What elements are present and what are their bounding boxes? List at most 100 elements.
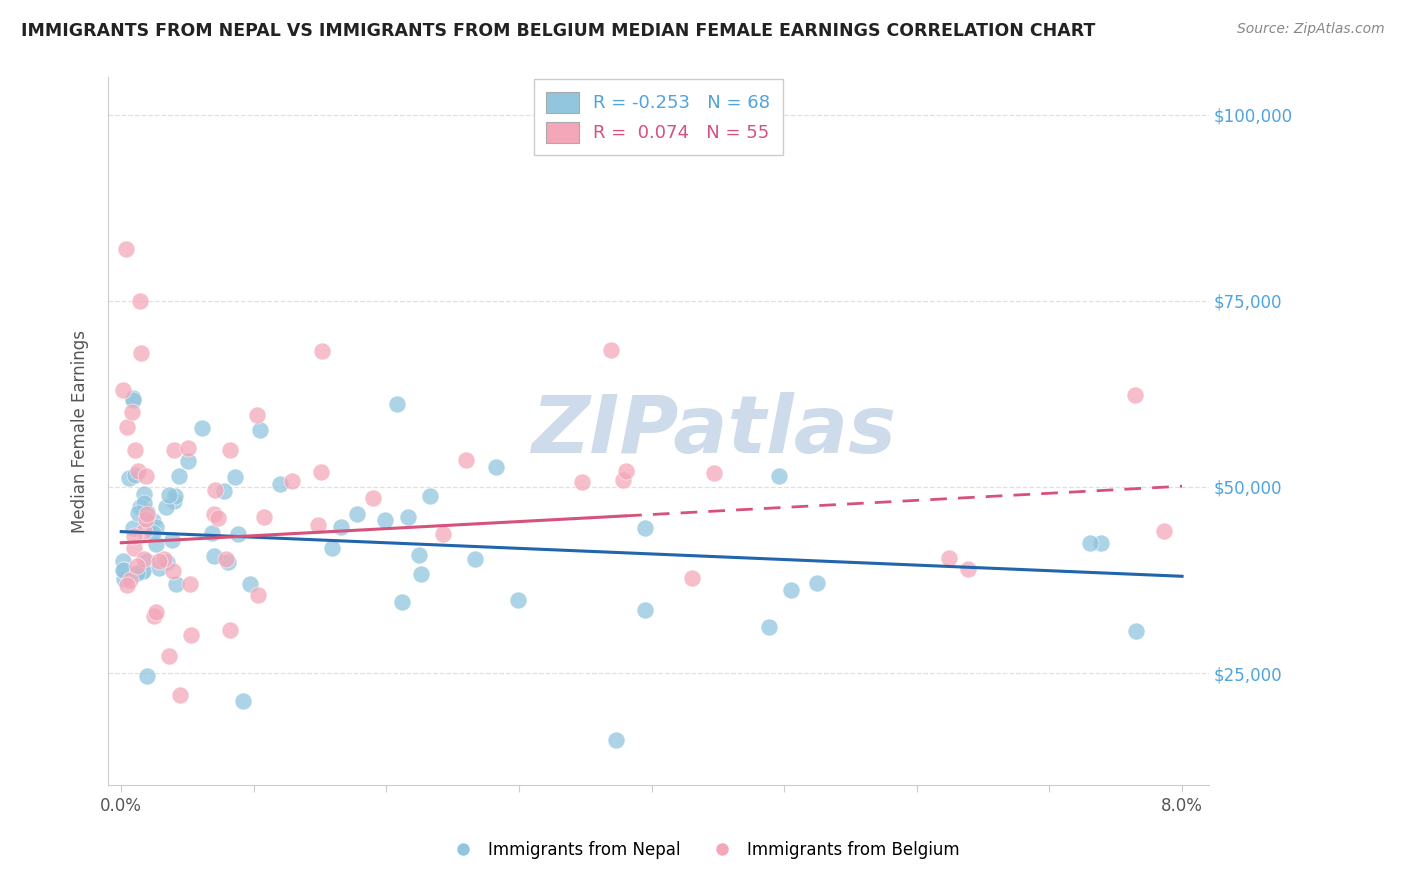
Point — [703, 466, 725, 480]
Point — [148, 560, 170, 574]
Point — [136, 554, 159, 568]
Point — [163, 489, 186, 503]
Point — [111, 383, 134, 397]
Point — [124, 442, 146, 457]
Point — [212, 483, 235, 498]
Point — [217, 555, 239, 569]
Point — [132, 564, 155, 578]
Point — [249, 423, 271, 437]
Point — [346, 507, 368, 521]
Point — [143, 608, 166, 623]
Point — [145, 537, 167, 551]
Legend: R = -0.253   N = 68, R =  0.074   N = 55: R = -0.253 N = 68, R = 0.074 N = 55 — [534, 79, 783, 155]
Point — [180, 628, 202, 642]
Point — [204, 483, 226, 497]
Point — [1078, 535, 1101, 549]
Point — [361, 491, 384, 506]
Point — [129, 346, 152, 360]
Point — [111, 554, 134, 568]
Point — [160, 533, 183, 547]
Point — [114, 242, 136, 256]
Point — [508, 592, 530, 607]
Point — [202, 508, 225, 522]
Point — [957, 562, 980, 576]
Point — [153, 551, 176, 566]
Y-axis label: Median Female Earnings: Median Female Earnings — [72, 330, 89, 533]
Point — [1125, 624, 1147, 638]
Point — [124, 467, 146, 482]
Point — [169, 468, 191, 483]
Point — [145, 520, 167, 534]
Point — [163, 442, 186, 457]
Point — [163, 493, 186, 508]
Point — [464, 551, 486, 566]
Point — [1090, 536, 1112, 550]
Point — [269, 476, 291, 491]
Point — [599, 343, 621, 357]
Point — [135, 505, 157, 519]
Point — [117, 420, 139, 434]
Point — [321, 541, 343, 555]
Point — [132, 552, 155, 566]
Point — [311, 344, 333, 359]
Point — [148, 554, 170, 568]
Point — [179, 576, 201, 591]
Point — [605, 733, 627, 747]
Point — [112, 572, 135, 586]
Point — [142, 514, 165, 528]
Point — [127, 558, 149, 573]
Point — [191, 421, 214, 435]
Point — [125, 566, 148, 580]
Point — [779, 582, 801, 597]
Point — [1123, 388, 1146, 402]
Point — [121, 405, 143, 419]
Point — [202, 549, 225, 563]
Point — [135, 507, 157, 521]
Point — [571, 475, 593, 490]
Point — [218, 624, 240, 638]
Point — [1153, 524, 1175, 538]
Point — [176, 441, 198, 455]
Point — [129, 293, 152, 308]
Point — [162, 564, 184, 578]
Point — [135, 469, 157, 483]
Point — [134, 512, 156, 526]
Point — [131, 564, 153, 578]
Point — [309, 465, 332, 479]
Point — [156, 555, 179, 569]
Point — [232, 694, 254, 708]
Point — [135, 512, 157, 526]
Point — [136, 669, 159, 683]
Point — [329, 520, 352, 534]
Text: IMMIGRANTS FROM NEPAL VS IMMIGRANTS FROM BELGIUM MEDIAN FEMALE EARNINGS CORRELAT: IMMIGRANTS FROM NEPAL VS IMMIGRANTS FROM… — [21, 22, 1095, 40]
Point — [307, 517, 329, 532]
Point — [408, 548, 430, 562]
Text: ZIPatlas: ZIPatlas — [531, 392, 896, 470]
Point — [485, 459, 508, 474]
Text: Source: ZipAtlas.com: Source: ZipAtlas.com — [1237, 22, 1385, 37]
Point — [112, 562, 135, 576]
Point — [122, 391, 145, 405]
Point — [768, 469, 790, 483]
Point — [239, 577, 262, 591]
Point — [177, 453, 200, 467]
Point — [120, 574, 142, 588]
Point — [246, 408, 269, 422]
Point — [419, 489, 441, 503]
Point — [134, 487, 156, 501]
Point — [207, 511, 229, 525]
Point — [634, 603, 657, 617]
Point — [215, 552, 238, 566]
Point — [224, 469, 246, 483]
Point — [409, 567, 432, 582]
Point — [391, 595, 413, 609]
Point — [121, 521, 143, 535]
Point — [758, 620, 780, 634]
Point — [134, 524, 156, 539]
Point — [614, 465, 637, 479]
Point — [157, 648, 180, 663]
Point — [142, 526, 165, 541]
Point — [129, 500, 152, 515]
Point — [938, 551, 960, 566]
Point — [634, 521, 657, 535]
